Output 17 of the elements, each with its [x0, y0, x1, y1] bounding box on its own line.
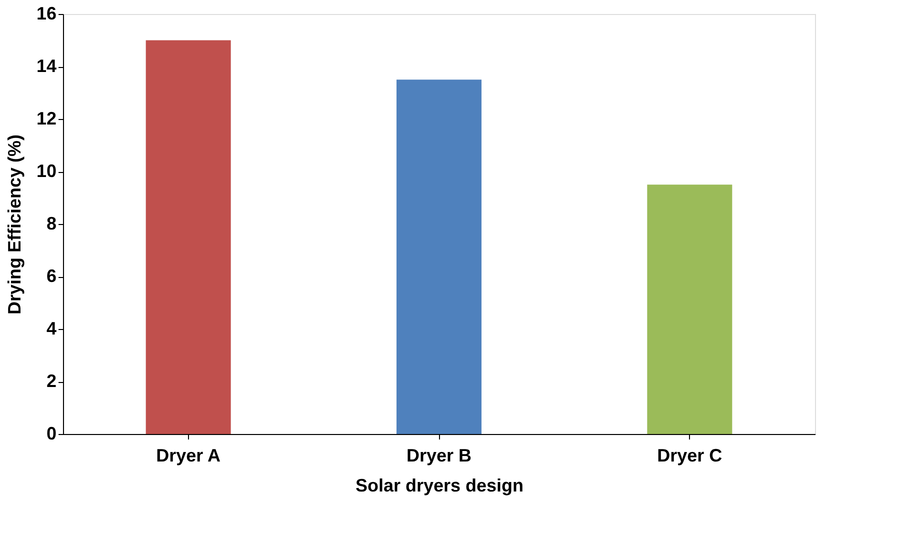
y-axis-title: Drying Efficiency (%) — [4, 134, 24, 315]
bar — [396, 80, 482, 434]
y-tick-label: 0 — [46, 424, 56, 444]
y-tick-label: 6 — [46, 266, 56, 286]
x-tick-label: Dryer A — [156, 446, 221, 466]
y-tick-label: 2 — [46, 371, 56, 391]
x-axis-title: Solar dryers design — [355, 476, 524, 496]
x-tick-label: Dryer B — [406, 446, 472, 466]
y-tick-label: 12 — [36, 108, 56, 128]
y-tick-label: 16 — [36, 4, 56, 24]
y-tick-label: 14 — [36, 56, 56, 76]
bar — [647, 184, 732, 434]
y-tick-label: 8 — [46, 214, 56, 234]
y-tick-label: 10 — [36, 161, 56, 181]
y-tick-label: 4 — [46, 318, 56, 338]
bar — [146, 40, 231, 434]
x-tick-label: Dryer C — [657, 446, 722, 466]
